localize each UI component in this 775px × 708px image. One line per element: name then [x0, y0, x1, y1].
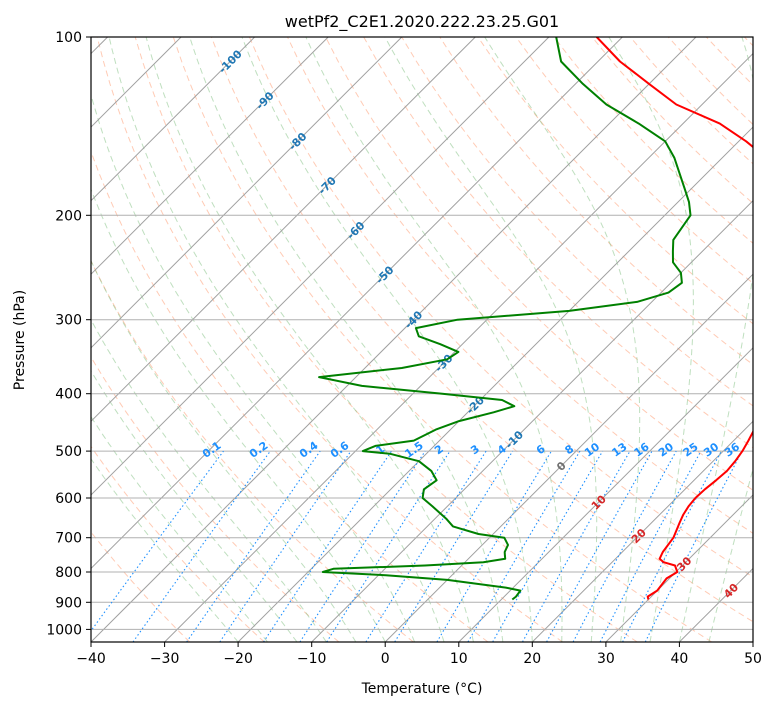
- x-tick-label: 30: [597, 651, 615, 667]
- moist-adiabat-line: [91, 457, 239, 642]
- mixing-ratio-line: [522, 450, 631, 642]
- mixing-ratio-line: [186, 450, 321, 642]
- moist-adiabat-line: [708, 467, 753, 642]
- x-tick-label: 40: [670, 651, 688, 667]
- dry-adiabat-line: [134, 37, 638, 642]
- isotherm-line: [384, 273, 753, 642]
- plot-frame: [90, 36, 754, 643]
- x-tick-label: −10: [297, 651, 327, 667]
- isotherm-line: [91, 37, 623, 570]
- isotherm-line: [311, 199, 753, 642]
- dry-adiabat-line: [210, 37, 753, 623]
- isotherm-line: [164, 52, 753, 642]
- dry-adiabat-line: [96, 37, 563, 642]
- isotherm-line: [91, 37, 329, 275]
- isotherm-line: [605, 494, 753, 642]
- moist-adiabat-line: [678, 37, 753, 642]
- y-tick-label: 700: [55, 531, 82, 547]
- moist-adiabat-line: [305, 37, 563, 642]
- isotherm-line: [91, 37, 550, 496]
- dry-adiabat-line: [515, 37, 753, 284]
- moist-adiabat-line: [91, 259, 357, 642]
- dewpoint-line: [318, 37, 692, 601]
- isotherm-line: [91, 37, 256, 202]
- y-tick-label: 200: [55, 208, 82, 224]
- y-tick-label: 900: [55, 595, 82, 611]
- dry-adiabat-line: [325, 37, 753, 491]
- mixing-ratio-line: [299, 450, 426, 642]
- isotherm-line: [531, 420, 753, 642]
- moist-adiabat-line: [91, 369, 298, 642]
- mixing-ratio-line: [91, 450, 224, 632]
- x-tick-label: 20: [523, 651, 541, 667]
- dry-adiabat-line: [248, 37, 753, 578]
- y-axis-title: Pressure (hPa): [12, 290, 28, 390]
- moist-adiabat-line: [384, 37, 598, 642]
- x-axis-title: Temperature (°C): [361, 681, 483, 697]
- isotherm-line: [91, 37, 697, 642]
- mixing-ratio-line: [326, 450, 451, 642]
- mixing-ratio-line: [546, 450, 653, 642]
- isotherms: [91, 37, 753, 642]
- x-tick-label: −30: [150, 651, 180, 667]
- isotherm-line: [91, 37, 403, 349]
- pressure-gridlines: [91, 37, 753, 630]
- y-tick-label: 600: [55, 491, 82, 507]
- moist-adiabat-line: [108, 37, 445, 642]
- moist-adiabat-line: [91, 188, 386, 642]
- dry-adiabat-line: [91, 445, 265, 642]
- sounding-series: [318, 37, 753, 601]
- y-tick-label: 1000: [46, 622, 82, 638]
- mixing-ratio-line: [263, 450, 392, 642]
- chart-title: wetPf2_C2E1.2020.222.23.25.G01: [285, 12, 559, 32]
- plot-area: -100-90-80-70-60-50-40-30-20-10010203040…: [91, 37, 753, 642]
- x-axis: −40 −30 −20 −10 0 10 20 30 40 50: [76, 642, 762, 667]
- y-tick-label: 800: [55, 565, 82, 581]
- moist-adiabat-line: [145, 37, 474, 642]
- dry-adiabat-line: [287, 37, 753, 534]
- moist-adiabats: [91, 37, 753, 642]
- isotherm-line: [458, 347, 753, 642]
- mixing-ratio-lines: [91, 450, 743, 642]
- mixing-ratio-line: [644, 450, 743, 642]
- x-tick-label: 10: [450, 651, 468, 667]
- x-tick-label: −20: [223, 651, 253, 667]
- y-axis: 100 200 300 400 500 600 700 800 900 1000: [46, 30, 91, 638]
- dry-adiabat-line: [91, 356, 340, 642]
- mixing-ratio-line: [219, 450, 352, 642]
- y-tick-label: 400: [55, 387, 82, 403]
- moist-adiabat-line: [91, 318, 327, 642]
- y-tick-label: 100: [55, 30, 82, 46]
- y-tick-label: 500: [55, 444, 82, 460]
- isotherm-line: [91, 37, 476, 423]
- y-tick-label: 300: [55, 313, 82, 329]
- moist-adiabat-line: [241, 37, 533, 642]
- temperature-line: [595, 37, 753, 600]
- mixing-ratio-line: [132, 450, 271, 642]
- mixing-ratio-line: [572, 450, 677, 642]
- moist-adiabat-line: [484, 37, 641, 642]
- moist-adiabat-line: [189, 37, 504, 642]
- moist-adiabat-line: [91, 415, 268, 642]
- dry-adiabat-line: [172, 37, 713, 642]
- x-tick-label: 0: [381, 651, 390, 667]
- mixing-ratio-line: [394, 450, 514, 642]
- x-tick-label: −40: [76, 651, 106, 667]
- moist-adiabat-line: [608, 37, 694, 642]
- x-tick-label: 50: [744, 651, 762, 667]
